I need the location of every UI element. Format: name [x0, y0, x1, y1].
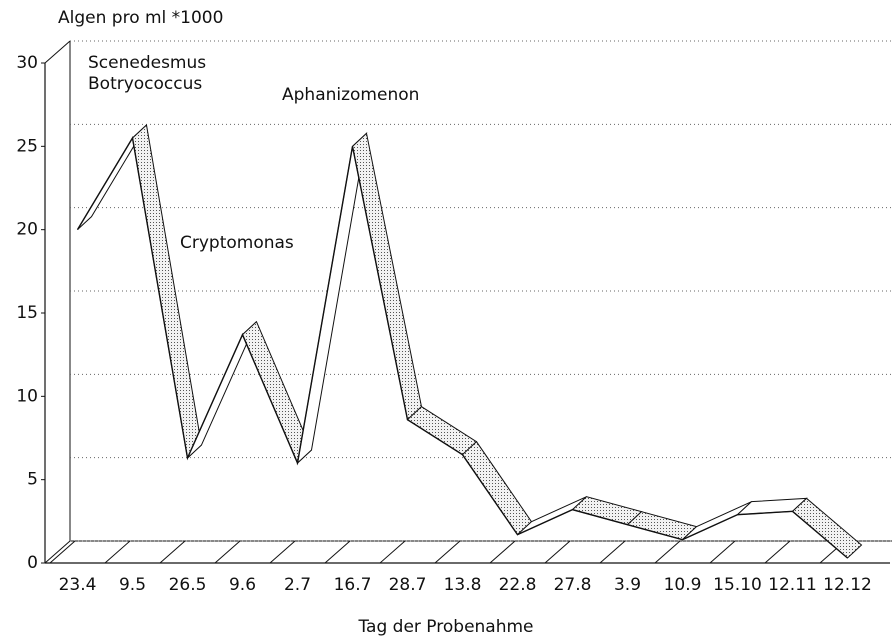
ribbon [296, 131, 368, 465]
floor-line [489, 540, 516, 564]
x-tick-label: 13.8 [444, 575, 482, 595]
floor-line [49, 540, 76, 564]
x-tick-label: 26.5 [169, 575, 207, 595]
y-tick-label: 10 [16, 386, 38, 406]
y-tick-label: 5 [27, 470, 38, 490]
x-tick-label: 15.10 [713, 575, 762, 595]
y-tick-label: 30 [16, 53, 38, 73]
annotation: Cryptomonas [180, 233, 294, 253]
ribbon [626, 511, 698, 541]
line [76, 136, 848, 559]
x-tick-label: 16.7 [334, 575, 372, 595]
floor-line [434, 540, 461, 564]
floor-line [269, 540, 296, 564]
ribbon [571, 496, 643, 526]
floor-line [709, 540, 736, 564]
y-axis-label: Algen pro ml *1000 [58, 8, 223, 28]
back-wall-edge [44, 40, 71, 64]
ribbon [351, 132, 423, 421]
x-tick-label: 10.9 [664, 575, 702, 595]
back-wall-edge [44, 540, 71, 564]
y-tick-label: 0 [27, 553, 38, 573]
floor-line [544, 540, 571, 564]
ribbon [791, 497, 863, 559]
y-tick-label: 25 [16, 136, 38, 156]
ribbon [682, 501, 752, 541]
floor-line [764, 540, 791, 564]
y-tick-label: 15 [16, 303, 38, 323]
floor-line [214, 540, 241, 564]
ribbon [461, 440, 533, 536]
annotation: Aphanizomenon [282, 85, 419, 105]
x-axis-label: Tag der Probenahme [357, 617, 533, 637]
x-tick-label: 28.7 [389, 575, 427, 595]
floor-line [654, 540, 681, 564]
ribbon [406, 406, 478, 456]
x-tick-label: 12.11 [768, 575, 817, 595]
y-tick-label: 20 [16, 220, 38, 240]
x-tick-label: 27.8 [554, 575, 592, 595]
x-tick-label: 9.5 [119, 575, 146, 595]
floor-line [379, 540, 406, 564]
x-tick-label: 22.8 [499, 575, 537, 595]
annotation: Botryococcus [88, 74, 202, 94]
x-tick-label: 3.9 [614, 575, 641, 595]
floor-line [599, 540, 626, 564]
floor-line [104, 540, 131, 564]
x-tick-label: 23.4 [59, 575, 97, 595]
floor-line [159, 540, 186, 564]
x-tick-label: 9.6 [229, 575, 256, 595]
floor-line [324, 540, 351, 564]
x-tick-label: 12.12 [823, 575, 872, 595]
annotation: Scenedesmus [88, 53, 206, 73]
x-tick-label: 2.7 [284, 575, 311, 595]
